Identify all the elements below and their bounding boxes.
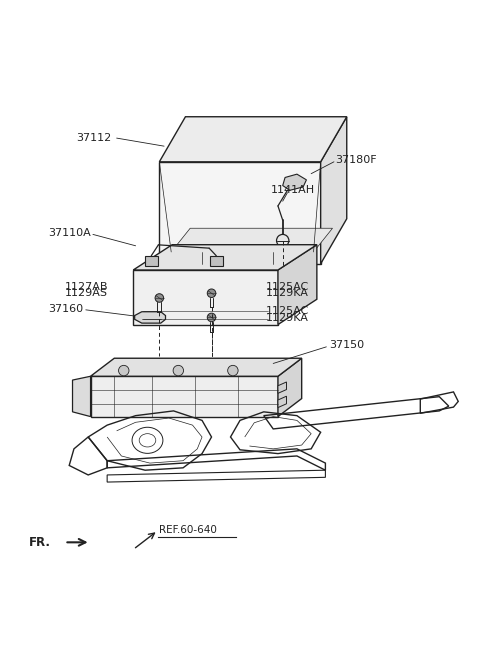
Text: 37160: 37160 <box>48 304 83 314</box>
Polygon shape <box>159 162 321 264</box>
Text: 1127AB: 1127AB <box>64 282 108 292</box>
Text: REF.60-640: REF.60-640 <box>159 525 217 536</box>
Polygon shape <box>321 117 347 264</box>
Text: 1125AC: 1125AC <box>266 282 309 292</box>
Polygon shape <box>278 382 287 393</box>
FancyBboxPatch shape <box>144 256 158 266</box>
Circle shape <box>155 294 164 302</box>
Polygon shape <box>133 245 317 270</box>
Text: 37180F: 37180F <box>335 156 376 165</box>
Text: 1129KA: 1129KA <box>266 288 309 298</box>
Polygon shape <box>159 117 347 162</box>
Circle shape <box>207 313 216 322</box>
Text: FR.: FR. <box>29 536 51 549</box>
Text: 1129AS: 1129AS <box>64 288 108 298</box>
Text: 37112: 37112 <box>76 133 111 143</box>
Text: 1129KA: 1129KA <box>266 313 309 323</box>
Polygon shape <box>133 270 278 325</box>
Text: 1125AC: 1125AC <box>266 306 309 316</box>
Text: 37110A: 37110A <box>48 228 91 238</box>
Polygon shape <box>283 174 306 190</box>
Circle shape <box>173 365 183 376</box>
Polygon shape <box>91 358 301 376</box>
Polygon shape <box>91 376 278 417</box>
Text: 37150: 37150 <box>329 340 364 350</box>
Polygon shape <box>278 358 301 417</box>
Circle shape <box>228 365 238 376</box>
Circle shape <box>207 289 216 298</box>
FancyBboxPatch shape <box>210 256 223 266</box>
Polygon shape <box>278 396 287 408</box>
Text: 1141AH: 1141AH <box>271 185 315 195</box>
Polygon shape <box>278 245 317 325</box>
Circle shape <box>119 365 129 376</box>
Polygon shape <box>171 229 333 252</box>
Polygon shape <box>135 312 166 323</box>
Polygon shape <box>72 376 91 417</box>
